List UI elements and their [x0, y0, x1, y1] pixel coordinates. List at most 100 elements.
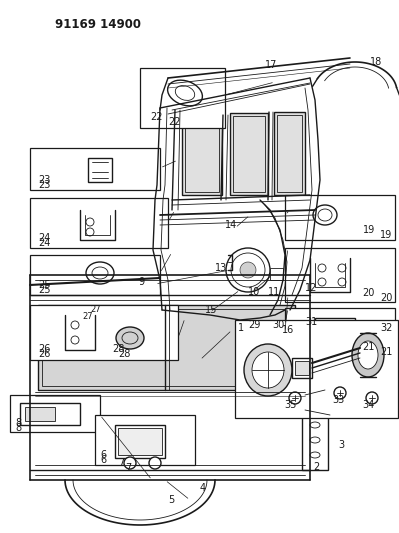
Bar	[285, 195, 395, 240]
Text: 22: 22	[168, 117, 180, 127]
Text: 7: 7	[118, 458, 124, 468]
Ellipse shape	[310, 407, 320, 413]
Ellipse shape	[352, 333, 384, 377]
Bar	[30, 255, 160, 295]
Text: 23: 23	[38, 180, 50, 190]
Bar	[320, 322, 350, 344]
Bar	[270, 268, 283, 280]
Ellipse shape	[318, 209, 332, 221]
Ellipse shape	[366, 392, 378, 404]
Ellipse shape	[149, 457, 161, 469]
Bar	[88, 158, 112, 182]
Text: 24: 24	[38, 238, 50, 248]
Ellipse shape	[289, 392, 301, 404]
Text: 13: 13	[215, 263, 227, 273]
Ellipse shape	[338, 278, 346, 286]
Ellipse shape	[339, 326, 347, 334]
Text: 29: 29	[248, 320, 261, 330]
Ellipse shape	[318, 278, 326, 286]
Ellipse shape	[310, 452, 320, 458]
Text: 24: 24	[38, 233, 50, 243]
Text: 21: 21	[380, 347, 392, 357]
Text: 17: 17	[265, 60, 277, 70]
Bar	[292, 358, 312, 378]
Text: 27: 27	[90, 305, 101, 314]
Ellipse shape	[326, 326, 334, 334]
Text: 15: 15	[205, 305, 217, 315]
Ellipse shape	[244, 344, 292, 396]
Text: 10: 10	[248, 287, 260, 297]
Text: 26: 26	[38, 344, 50, 354]
Ellipse shape	[168, 80, 202, 106]
Bar	[118, 428, 162, 455]
Bar	[140, 68, 225, 128]
Text: 19: 19	[380, 230, 392, 240]
Bar	[277, 115, 302, 192]
Bar	[285, 308, 395, 355]
Text: 20: 20	[380, 293, 392, 303]
Bar	[10, 395, 100, 432]
Bar	[30, 305, 178, 360]
Bar	[233, 116, 265, 192]
Text: 12: 12	[305, 283, 317, 293]
Text: 14: 14	[225, 220, 237, 230]
Bar	[182, 118, 222, 195]
Ellipse shape	[226, 248, 270, 292]
Text: 28: 28	[118, 349, 130, 359]
Text: 32: 32	[380, 323, 392, 333]
Ellipse shape	[86, 262, 114, 284]
Ellipse shape	[175, 86, 195, 100]
Ellipse shape	[86, 218, 94, 226]
Ellipse shape	[92, 267, 108, 279]
Text: 9: 9	[138, 277, 144, 287]
Bar	[285, 268, 298, 280]
Ellipse shape	[252, 352, 284, 388]
Text: 35: 35	[284, 400, 296, 410]
Bar	[38, 305, 295, 390]
Text: 31: 31	[305, 317, 317, 327]
Ellipse shape	[358, 341, 378, 369]
Text: 16: 16	[282, 325, 294, 335]
Bar	[30, 198, 168, 248]
Text: 21: 21	[363, 342, 375, 352]
Bar	[25, 407, 55, 421]
Bar	[315, 318, 355, 348]
Ellipse shape	[231, 253, 265, 287]
Bar	[42, 309, 291, 386]
Bar	[302, 380, 328, 470]
Text: 3: 3	[338, 440, 344, 450]
Text: 26: 26	[38, 349, 50, 359]
Text: 11: 11	[268, 287, 280, 297]
Text: 4: 4	[200, 483, 206, 493]
Text: 28: 28	[112, 344, 124, 354]
Text: 8: 8	[15, 418, 21, 428]
Ellipse shape	[338, 264, 346, 272]
Text: 6: 6	[100, 455, 106, 465]
Ellipse shape	[124, 457, 136, 469]
Ellipse shape	[116, 327, 144, 349]
Bar	[295, 361, 309, 375]
Ellipse shape	[71, 321, 79, 329]
Ellipse shape	[240, 262, 256, 278]
Text: 34: 34	[362, 400, 374, 410]
Bar	[20, 403, 80, 425]
Text: 8: 8	[15, 423, 21, 433]
Ellipse shape	[310, 392, 320, 398]
Bar	[30, 148, 160, 190]
Bar	[235, 320, 398, 418]
Bar	[115, 425, 165, 458]
Text: 33: 33	[332, 395, 344, 405]
Text: 25: 25	[38, 285, 51, 295]
Text: 27: 27	[82, 312, 93, 321]
Ellipse shape	[313, 205, 337, 225]
Bar	[274, 112, 305, 195]
Text: 6: 6	[100, 450, 106, 460]
Ellipse shape	[71, 336, 79, 344]
Text: 23: 23	[38, 175, 50, 185]
Ellipse shape	[334, 387, 346, 399]
Ellipse shape	[122, 332, 138, 344]
Ellipse shape	[318, 264, 326, 272]
Text: 91169 14900: 91169 14900	[55, 18, 141, 31]
Ellipse shape	[310, 437, 320, 443]
Text: 30: 30	[272, 320, 284, 330]
